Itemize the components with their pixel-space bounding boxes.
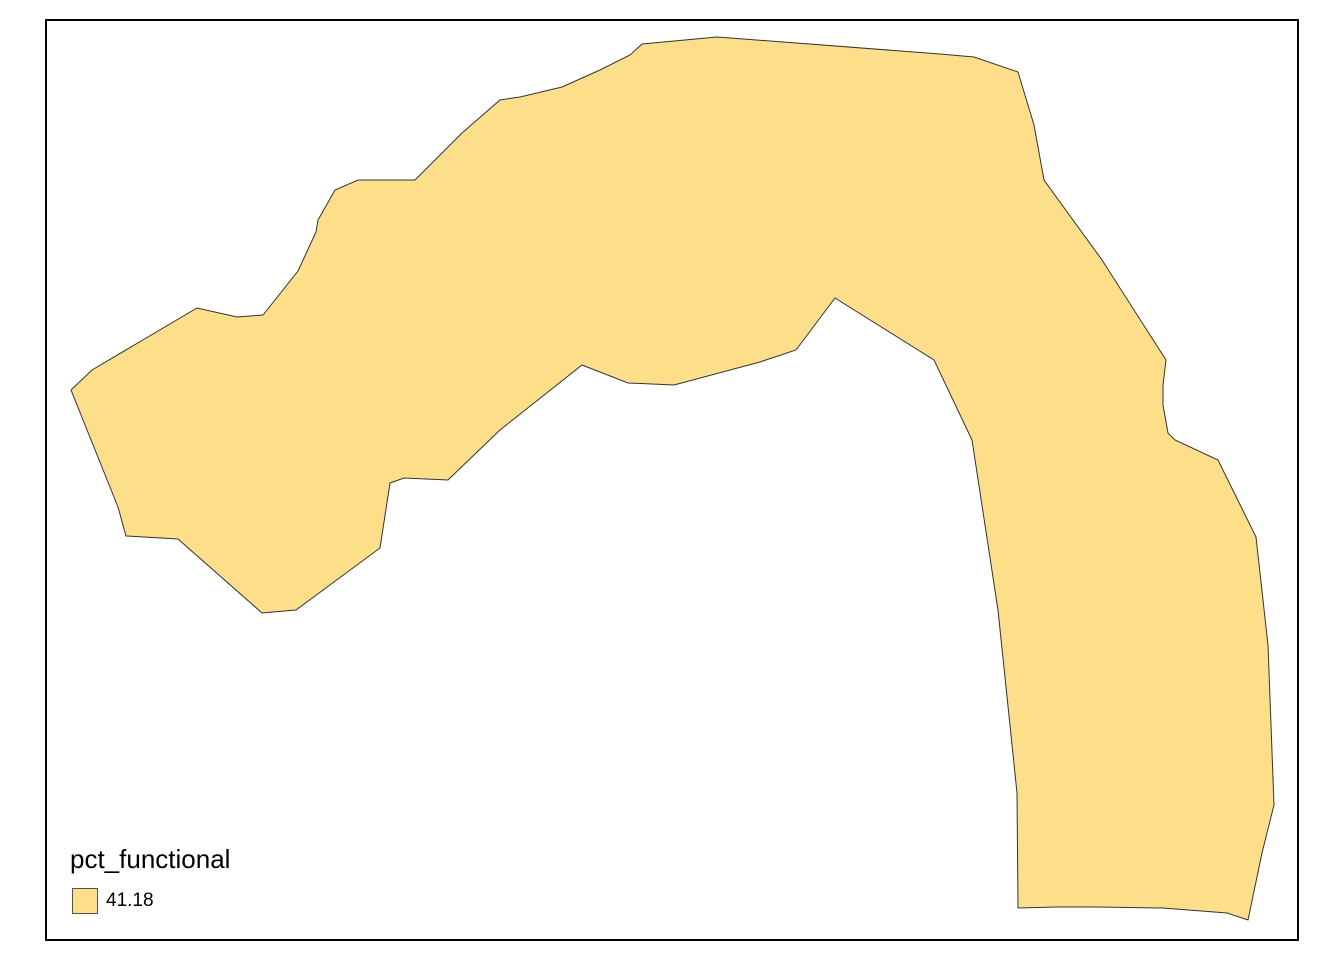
legend-swatch (72, 888, 98, 914)
legend-title: pct_functional (70, 844, 231, 874)
region-polygon (70, 36, 1275, 921)
legend-label: 41.18 (106, 890, 154, 911)
legend-item: 41.18 (72, 887, 154, 915)
